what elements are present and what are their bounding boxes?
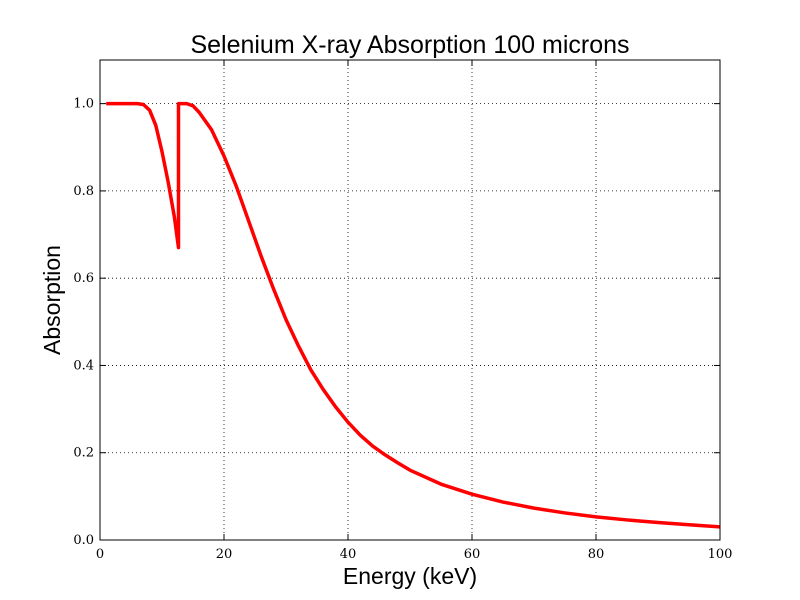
series-layer (106, 101, 721, 529)
x-tick-label: 40 (340, 547, 357, 562)
x-tick-label: 0 (96, 547, 104, 562)
x-axis-label: Energy (keV) (343, 563, 477, 589)
x-tick-label: 80 (588, 547, 605, 562)
y-tick-label: 0.0 (73, 533, 94, 548)
chart-title: Selenium X-ray Absorption 100 microns (190, 31, 629, 59)
y-tick-label: 0.2 (73, 446, 94, 461)
x-tick-label: 20 (216, 547, 233, 562)
y-tick-label: 1.0 (73, 97, 94, 112)
series-line-0 (106, 101, 721, 529)
y-axis-label: Absorption (39, 245, 65, 355)
ticks: 0 20 40 60 80 100 0.0 0.2 0.4 0.6 0.8 1.0 (73, 60, 732, 562)
y-tick-label: 0.6 (73, 271, 94, 286)
x-tick-label: 60 (464, 547, 481, 562)
plot-frame (99, 59, 721, 541)
grid (99, 60, 721, 541)
x-tick-label: 100 (708, 547, 733, 562)
y-tick-label: 0.4 (73, 358, 94, 373)
y-tick-label: 0.8 (73, 184, 94, 199)
